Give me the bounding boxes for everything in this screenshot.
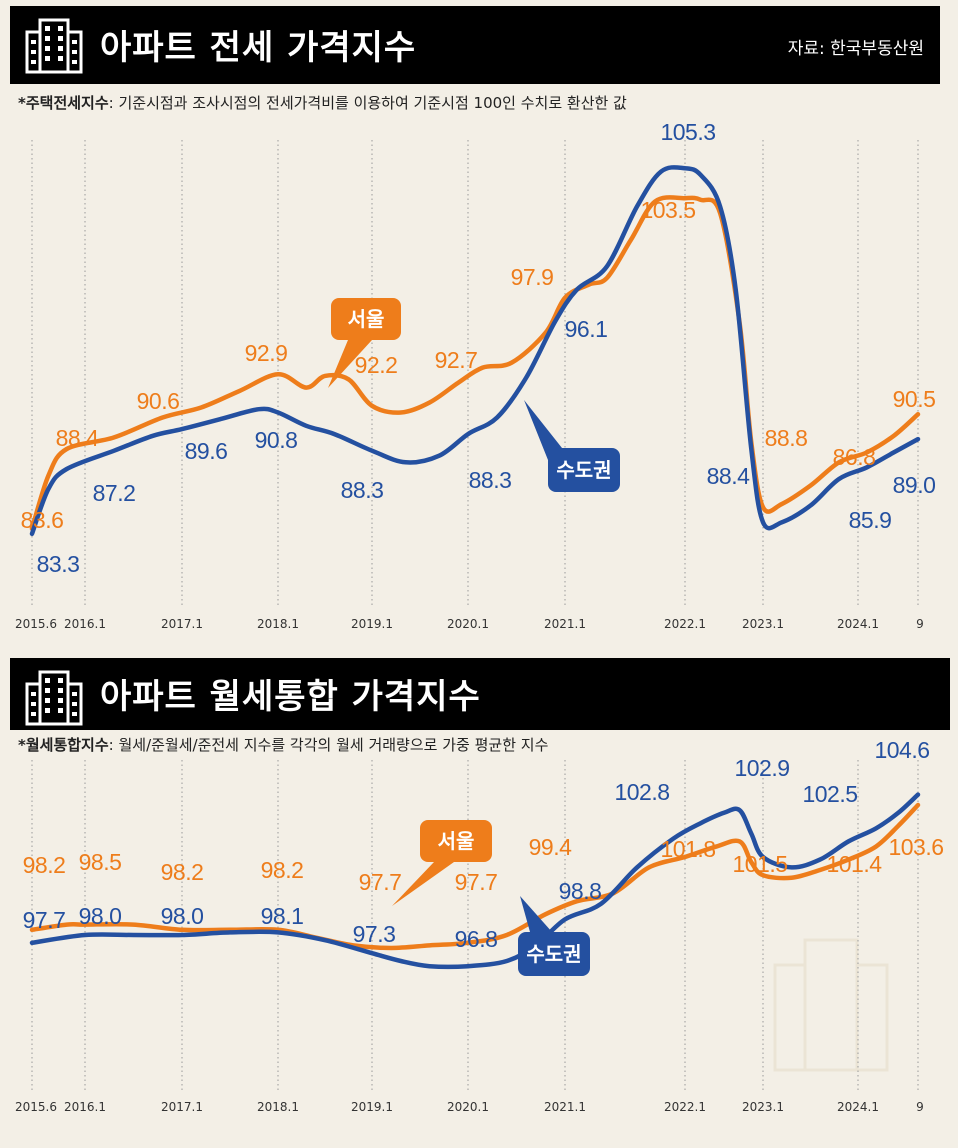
capital-data-label: 96.1 (565, 316, 608, 342)
capital-data-label: 102.9 (734, 755, 789, 781)
capital-data-label: 102.5 (802, 781, 857, 807)
capital-area-line (29, 165, 921, 537)
x-tick-label: 2021.1 (544, 617, 586, 631)
x-tick-label: 2020.1 (447, 1100, 489, 1114)
seoul-data-label: 92.2 (355, 352, 398, 378)
capital-data-label: 104.6 (874, 737, 929, 763)
x-tick-label: 2016.1 (64, 1100, 106, 1114)
capital-legend-box (548, 448, 620, 492)
capital-data-label: 88.4 (707, 463, 750, 489)
x-tick-label: 2015.6 (15, 1100, 57, 1114)
seoul-legend-label: 서울 (348, 307, 385, 331)
apartment-building-icon (25, 18, 83, 74)
capital-data-label: 97.7 (23, 907, 66, 933)
x-tick-label: 2018.1 (257, 1100, 299, 1114)
x-tick-label: 2024.1 (837, 617, 879, 631)
seoul-data-label: 88.4 (56, 425, 99, 451)
chart1-title: 아파트 전세 가격지수 (100, 28, 417, 68)
apartment-building-icon (25, 670, 83, 726)
x-tick-label: 2019.1 (351, 1100, 393, 1114)
x-tick-label: 2017.1 (161, 617, 203, 631)
chart2-title: 아파트 월세통합 가격지수 (100, 677, 481, 717)
capital-data-label: 88.3 (341, 477, 384, 503)
x-tick-label: 2018.1 (257, 617, 299, 631)
seoul-data-label: 103.6 (888, 834, 943, 860)
chart1-note-label: *주택전세지수 (18, 94, 109, 112)
seoul-data-label: 92.7 (435, 347, 478, 373)
seoul-data-label: 86.8 (833, 444, 876, 470)
capital-data-label: 96.8 (455, 926, 498, 952)
x-tick-label: 9 (916, 617, 924, 631)
seoul-data-label: 101.4 (826, 851, 882, 877)
seoul-legend-box (420, 820, 492, 862)
source-note: 자료: 한국부동산원 (787, 39, 924, 59)
x-tick-label: 2022.1 (664, 617, 706, 631)
capital-legend-label: 수도권 (526, 942, 581, 966)
seoul-data-label: 99.4 (529, 834, 572, 860)
chart2-note-label: *월세통합지수 (18, 736, 109, 754)
seoul-data-label: 90.5 (893, 386, 936, 412)
capital-data-label: 88.3 (469, 467, 512, 493)
chart1-plot: 2015.6 2016.1 2017.1 2018.1 2019.1 2020.1 2021… (15, 119, 936, 631)
seoul-data-label: 98.2 (261, 857, 304, 883)
x-tick-label: 2015.6 (15, 617, 57, 631)
x-tick-label: 2017.1 (161, 1100, 203, 1114)
capital-data-label: 98.0 (161, 903, 204, 929)
x-tick-label: 2022.1 (664, 1100, 706, 1114)
x-tick-label: 9 (916, 1100, 924, 1114)
seoul-data-label: 98.2 (23, 852, 66, 878)
capital-data-label: 90.8 (255, 427, 298, 453)
x-tick-label: 2023.1 (742, 1100, 784, 1114)
capital-data-label: 85.9 (849, 507, 892, 533)
chart2-note-text: : 월세/준월세/준전세 지수를 각각의 월세 거래량으로 가중 평균한 지수 (108, 736, 549, 754)
capital-legend-label: 수도권 (556, 458, 611, 482)
seoul-data-label: 101.5 (732, 851, 787, 877)
x-tick-label: 2019.1 (351, 617, 393, 631)
seoul-legend-box (331, 298, 401, 340)
chart1-note-text: : 기준시점과 조사시점의 전세가격비를 이용하여 기준시점 100인 수치로 … (108, 94, 627, 112)
seoul-legend-label: 서울 (438, 829, 475, 853)
capital-data-label: 98.0 (79, 903, 122, 929)
capital-data-label: 83.3 (37, 551, 80, 577)
capital-data-label: 89.6 (185, 438, 228, 464)
seoul-data-label: 101.8 (660, 836, 715, 862)
chart2-note: *월세통합지수: 월세/준월세/준전세 지수를 각각의 월세 거래량으로 가중 … (18, 734, 548, 755)
seoul-data-label: 97.9 (511, 264, 554, 290)
seoul-data-label: 103.5 (640, 197, 695, 223)
capital-legend-pointer (520, 896, 552, 932)
seoul-legend-pointer (392, 862, 454, 906)
x-tick-label: 2024.1 (837, 1100, 879, 1114)
x-tick-label: 2023.1 (742, 617, 784, 631)
watermark-building-icon (773, 938, 889, 1072)
capital-legend-pointer (524, 400, 562, 460)
x-tick-label: 2016.1 (64, 617, 106, 631)
chart2-banner: 아파트 월세통합 가격지수 (10, 658, 950, 730)
capital-area-line (29, 792, 921, 970)
capital-data-label: 98.8 (559, 878, 602, 904)
chart1-note: *주택전세지수: 기준시점과 조사시점의 전세가격비를 이용하여 기준시점 10… (18, 92, 627, 113)
seoul-data-label: 92.9 (245, 340, 288, 366)
x-tick-label: 2020.1 (447, 617, 489, 631)
capital-data-label: 89.0 (893, 472, 936, 498)
seoul-data-label: 97.7 (359, 869, 402, 895)
capital-legend-box (518, 932, 590, 976)
capital-data-label: 102.8 (614, 779, 669, 805)
seoul-data-label: 83.6 (21, 507, 64, 533)
seoul-line (29, 802, 921, 951)
chart1-banner: 아파트 전세 가격지수 자료: 한국부동산원 (10, 6, 940, 84)
capital-data-label: 87.2 (93, 480, 136, 506)
seoul-data-label: 97.7 (455, 869, 498, 895)
x-tick-label: 2021.1 (544, 1100, 586, 1114)
seoul-data-label: 90.6 (137, 388, 180, 414)
seoul-data-label: 88.8 (765, 425, 808, 451)
capital-data-label: 98.1 (261, 903, 304, 929)
capital-data-label: 105.3 (660, 119, 715, 145)
seoul-data-label: 98.5 (79, 849, 122, 875)
capital-data-label: 97.3 (353, 921, 396, 947)
seoul-legend-pointer (328, 340, 372, 388)
seoul-data-label: 98.2 (161, 859, 204, 885)
